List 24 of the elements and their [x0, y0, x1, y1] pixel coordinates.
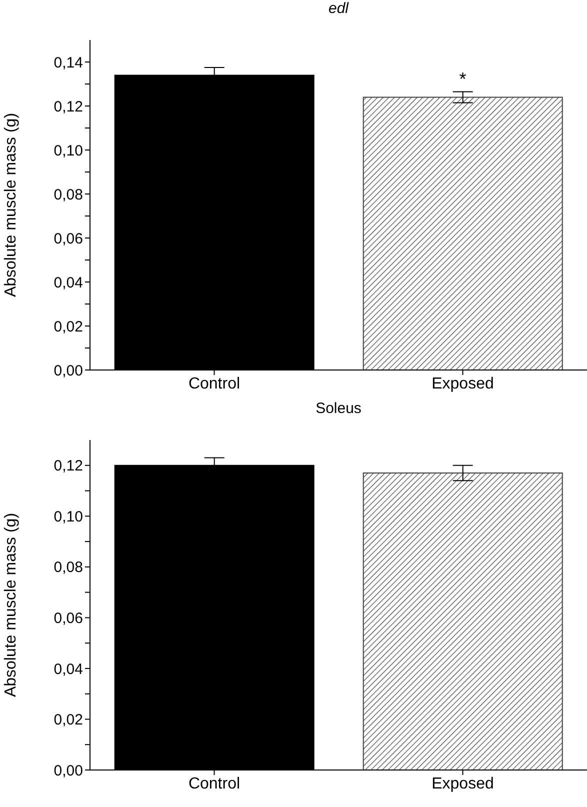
- y-axis-title: Absolute muscle mass (g): [2, 112, 20, 298]
- y-tick-label: 0,08: [54, 559, 83, 576]
- y-tick-label: 0,04: [54, 660, 83, 678]
- y-tick-label: 0,10: [54, 508, 83, 526]
- x-tick-label: Exposed: [432, 775, 494, 792]
- x-tick-label: Exposed: [432, 375, 494, 392]
- y-tick-label: 0,00: [54, 362, 83, 380]
- y-tick-label: 0,02: [54, 318, 83, 336]
- y-tick-label: 0,14: [54, 54, 83, 72]
- y-tick-label: 0,12: [54, 458, 83, 475]
- chart-title: edl: [327, 0, 350, 19]
- chart-title: Soleus: [314, 400, 362, 419]
- annotation: *: [459, 68, 466, 89]
- y-tick-label: 0,06: [54, 610, 83, 628]
- y-axis-title: Absolute muscle mass (g): [2, 512, 20, 698]
- y-tick-label: 0,02: [54, 712, 83, 729]
- y-tick-label: 0,00: [54, 762, 83, 780]
- y-tick-label: 0,08: [54, 186, 83, 204]
- y-tick-label: 0,10: [54, 142, 83, 160]
- x-tick-label: Control: [188, 375, 240, 392]
- x-tick-label: Control: [188, 775, 240, 792]
- y-tick-label: 0,12: [54, 98, 83, 116]
- y-tick-label: 0,06: [54, 230, 83, 248]
- y-tick-label: 0,04: [54, 274, 83, 292]
